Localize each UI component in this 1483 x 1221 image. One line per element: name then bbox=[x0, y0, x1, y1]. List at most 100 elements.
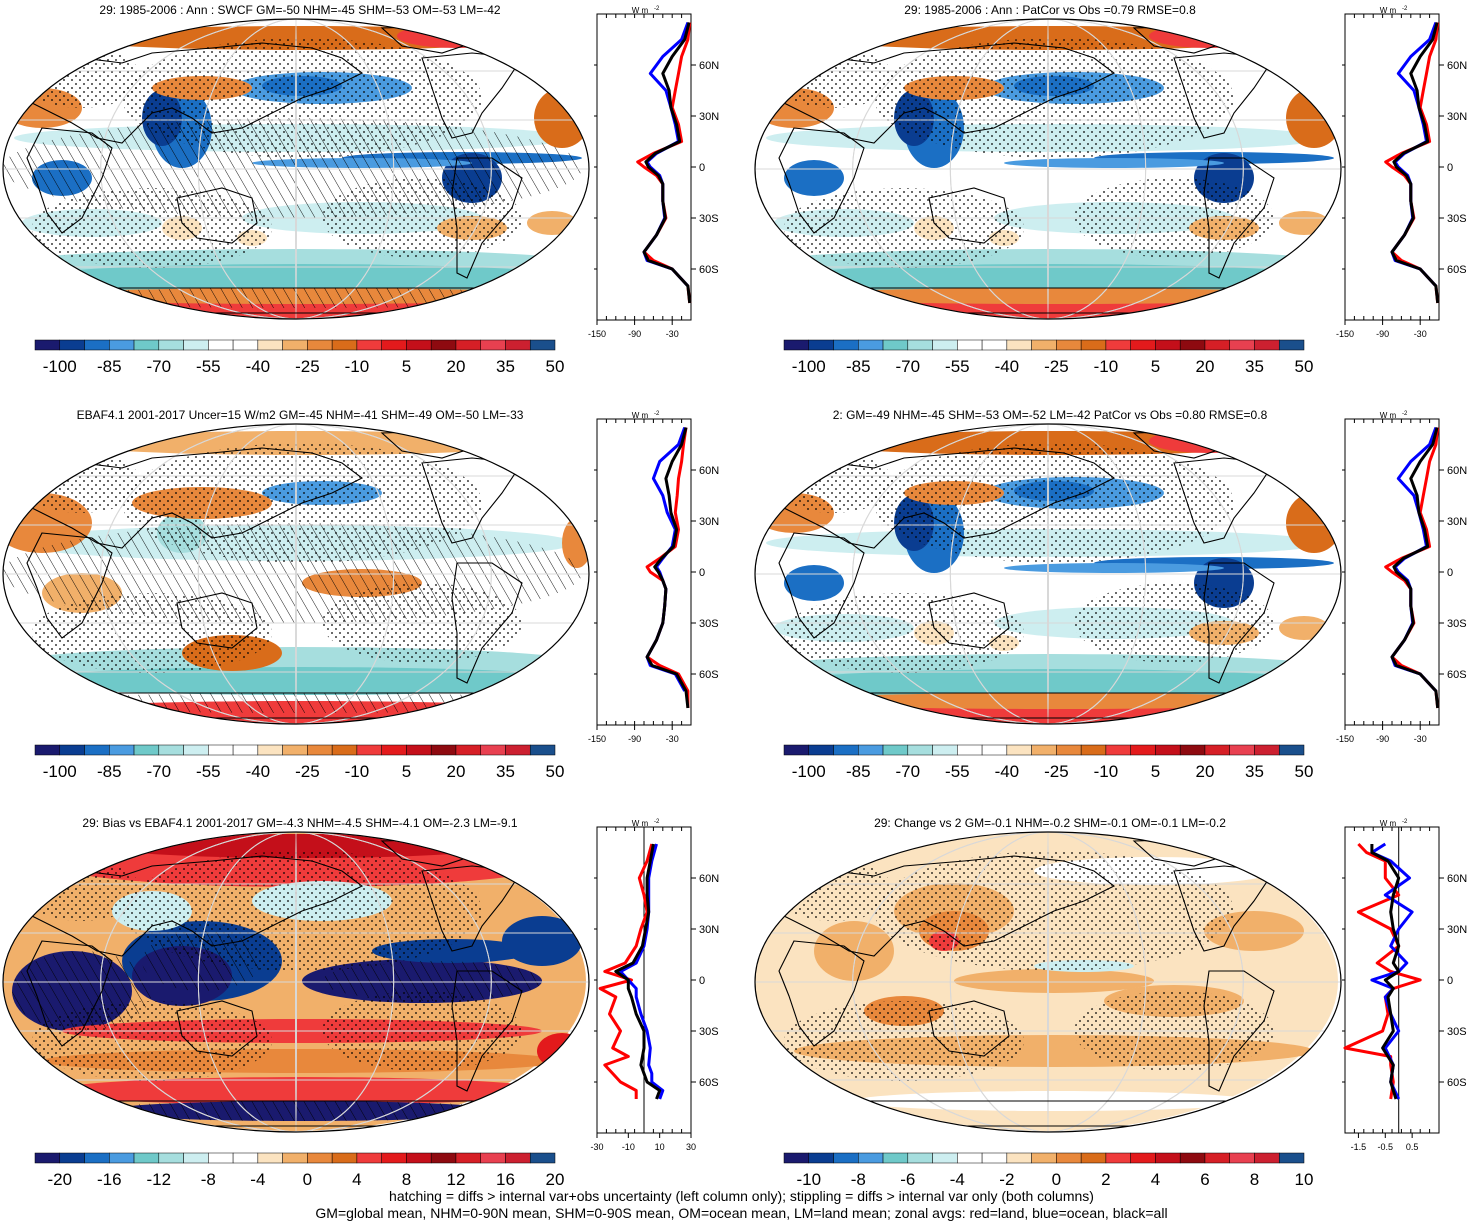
colorbar-swatch bbox=[183, 1152, 209, 1164]
coastline bbox=[176, 1000, 258, 1057]
field-region bbox=[1149, 24, 1269, 48]
colorbar-label: 35 bbox=[496, 357, 515, 376]
y-tick-label: 60N bbox=[699, 465, 719, 477]
colorbar-swatch bbox=[455, 744, 481, 756]
field-region bbox=[397, 24, 517, 48]
graticule-meridian bbox=[197, 424, 395, 724]
footer-note-2: GM=global mean, NHM=0-90N mean, SHM=0-90… bbox=[315, 1205, 1168, 1221]
colorbar-label: 5 bbox=[1151, 762, 1160, 781]
y-tick-label: 30N bbox=[699, 516, 719, 528]
colorbar-swatch bbox=[1006, 339, 1032, 351]
world-map bbox=[754, 423, 1342, 725]
colorbar-label: -6 bbox=[900, 1170, 915, 1189]
colorbar-swatch bbox=[907, 744, 933, 756]
colorbar-swatch bbox=[1006, 744, 1032, 756]
colorbar-label: 20 bbox=[1195, 357, 1214, 376]
colorbar: -100 -85 -70 -55 -40 -25 -10 5 20 35 50 bbox=[34, 744, 565, 785]
y-tick-label: 30S bbox=[1447, 1026, 1467, 1038]
colorbar-swatch bbox=[232, 339, 259, 351]
colorbar-label: 0 bbox=[303, 1170, 312, 1189]
colorbar-swatch bbox=[1056, 1152, 1082, 1164]
colorbar-swatch bbox=[109, 339, 135, 351]
colorbar-label: 5 bbox=[1151, 357, 1160, 376]
colorbar-swatch bbox=[257, 744, 283, 756]
colorbar-label: 6 bbox=[1200, 1170, 1209, 1189]
colorbar-swatch bbox=[1056, 339, 1082, 351]
colorbar: -100 -85 -70 -55 -40 -25 -10 5 20 35 50 bbox=[783, 339, 1314, 380]
coastline bbox=[1203, 970, 1275, 1092]
x-tick-label: -90 bbox=[628, 329, 641, 339]
colorbar-swatch bbox=[1254, 744, 1280, 756]
colorbar-label: -55 bbox=[196, 357, 221, 376]
x-tick-label: -30 bbox=[1414, 329, 1427, 339]
hatch-region bbox=[12, 951, 152, 1031]
graticule-meridian bbox=[100, 424, 492, 724]
zonal-mean-plot: W m -2 60N 30N 0 30S 60S -150 -90 -30 bbox=[588, 411, 738, 744]
y-tick-label: 60S bbox=[1447, 264, 1467, 276]
zonal-mean-plot: W m -2 60N 30N 0 30S 60S -150 -90 -30 bbox=[588, 6, 738, 339]
colorbar-swatch bbox=[529, 1152, 556, 1164]
y-tick-label: 60S bbox=[1447, 669, 1467, 681]
coastline bbox=[451, 157, 523, 279]
world-map bbox=[2, 831, 590, 1133]
colorbar-label: -85 bbox=[846, 357, 871, 376]
colorbar-swatch bbox=[133, 744, 160, 756]
field-region bbox=[814, 921, 894, 981]
colorbar-swatch bbox=[356, 1152, 382, 1164]
panel-4: 2: GM=-49 NHM=-45 SHM=-53 OM=-52 LM=-42 … bbox=[750, 405, 1483, 805]
map-field bbox=[755, 424, 1341, 724]
coastline bbox=[778, 127, 865, 234]
colorbar-svg: -10 -8 -6 -4 -2 0 2 4 6 8 10 bbox=[783, 1152, 1313, 1189]
colorbar-label: 5 bbox=[402, 762, 411, 781]
x-tick-label: -30 bbox=[590, 1142, 603, 1152]
hatch-region bbox=[322, 961, 542, 1001]
y-tick-label: 60N bbox=[1447, 60, 1467, 72]
field-region bbox=[1004, 563, 1224, 573]
zonal-svg: W m -2 60N 30N 0 30S 60S -150 -90 -30 bbox=[1336, 6, 1467, 339]
y-tick-label: 0 bbox=[1447, 162, 1453, 174]
colorbar-label: -70 bbox=[896, 762, 921, 781]
zonal-mean-plot: W m -2 60N 30N 0 30S 60S -1.5 -0.5 0.5 bbox=[1341, 819, 1483, 1152]
colorbar-swatch bbox=[1031, 1152, 1057, 1164]
y-tick-label: 0 bbox=[1447, 975, 1453, 987]
zonal-svg: W m -2 60N 30N 0 30S 60S -1.5 -0.5 0.5 bbox=[1342, 819, 1467, 1152]
colorbar-svg: -100 -85 -70 -55 -40 -25 -10 5 20 35 50 bbox=[783, 339, 1313, 376]
colorbar-swatch bbox=[133, 339, 160, 351]
coastline bbox=[778, 940, 865, 1047]
colorbar-swatch bbox=[1130, 1152, 1156, 1164]
graticule-meridian bbox=[197, 19, 395, 319]
zonal-series-line bbox=[645, 427, 690, 709]
stipple-region bbox=[774, 48, 894, 108]
colorbar-swatch bbox=[858, 339, 884, 351]
y-tick-label: 30S bbox=[699, 213, 719, 225]
colorbar-swatch bbox=[957, 744, 983, 756]
colorbar-label: 35 bbox=[1245, 357, 1264, 376]
colorbar-swatch bbox=[505, 744, 531, 756]
colorbar-label: -55 bbox=[945, 357, 970, 376]
colorbar-swatch bbox=[1229, 1152, 1255, 1164]
field-region bbox=[1286, 88, 1341, 148]
colorbar-swatch bbox=[858, 744, 884, 756]
colorbar-label: -25 bbox=[1044, 357, 1069, 376]
colorbar-swatch bbox=[1229, 744, 1255, 756]
zonal-svg: W m -2 60N 30N 0 30S 60S -150 -90 -30 bbox=[1336, 411, 1467, 744]
coastline bbox=[928, 187, 1010, 244]
y-tick-label: 30N bbox=[699, 924, 719, 936]
hatch-region bbox=[3, 118, 582, 218]
stipple-region bbox=[22, 48, 142, 108]
colorbar-label: -40 bbox=[246, 762, 271, 781]
map-field bbox=[3, 832, 589, 1132]
field-region bbox=[784, 160, 844, 196]
map-svg bbox=[2, 423, 590, 725]
units-superscript: -2 bbox=[654, 6, 660, 12]
colorbar-swatch bbox=[406, 744, 432, 756]
colorbar-swatch bbox=[381, 744, 407, 756]
colorbar-swatch bbox=[1155, 744, 1181, 756]
world-map bbox=[754, 18, 1342, 320]
colorbar-label: -100 bbox=[792, 357, 826, 376]
x-tick-label: 30 bbox=[686, 1142, 696, 1152]
coastline bbox=[176, 187, 258, 244]
colorbar: -10 -8 -6 -4 -2 0 2 4 6 8 10 bbox=[783, 1152, 1314, 1193]
y-tick-label: 60S bbox=[699, 1077, 719, 1089]
colorbar-swatch bbox=[1130, 744, 1156, 756]
